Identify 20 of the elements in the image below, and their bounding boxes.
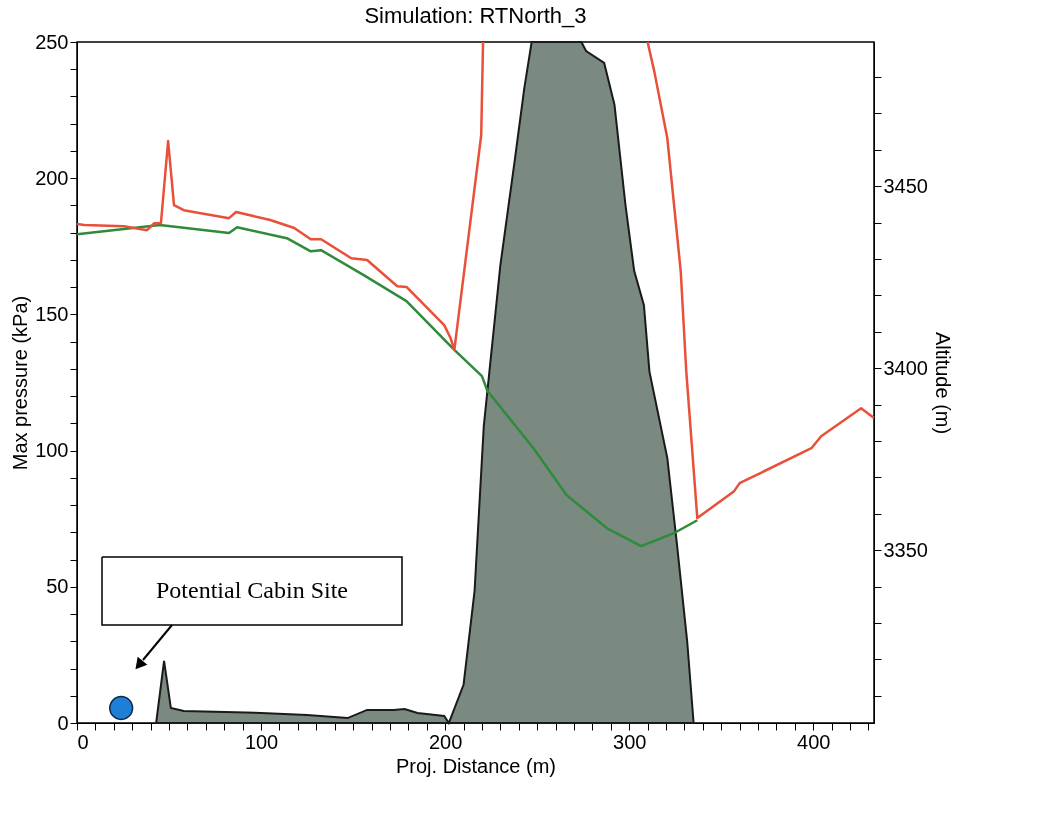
y-axis-title: Max pressure (kPa): [9, 295, 32, 471]
y-tick-label: 50: [46, 575, 69, 598]
x-tick-label: 400: [797, 730, 831, 753]
y2-axis-title: Altitude (m): [931, 331, 954, 435]
annotation: Potential Cabin Site: [156, 577, 348, 603]
y2-tick-label: 3450: [883, 174, 928, 197]
y-tick-label: 100: [35, 439, 69, 462]
y2-tick-label: 3350: [883, 538, 928, 561]
x-tick-label: 100: [244, 730, 279, 753]
y-tick-label: 150: [35, 302, 69, 325]
y-tick-label: 200: [35, 166, 69, 189]
x-tick-label: 200: [428, 730, 463, 753]
x-tick-label: 300: [613, 730, 647, 753]
x-axis-title: Proj. Distance (m): [395, 754, 557, 777]
y2-tick-label: 3400: [883, 356, 928, 379]
y-tick-label: 0: [57, 711, 69, 734]
line-series: [75, 223, 699, 548]
chart-title: Simulation: RTNorth_3: [364, 3, 587, 28]
y-tick-label: 250: [35, 30, 69, 53]
x-tick-label: 0: [77, 730, 89, 753]
